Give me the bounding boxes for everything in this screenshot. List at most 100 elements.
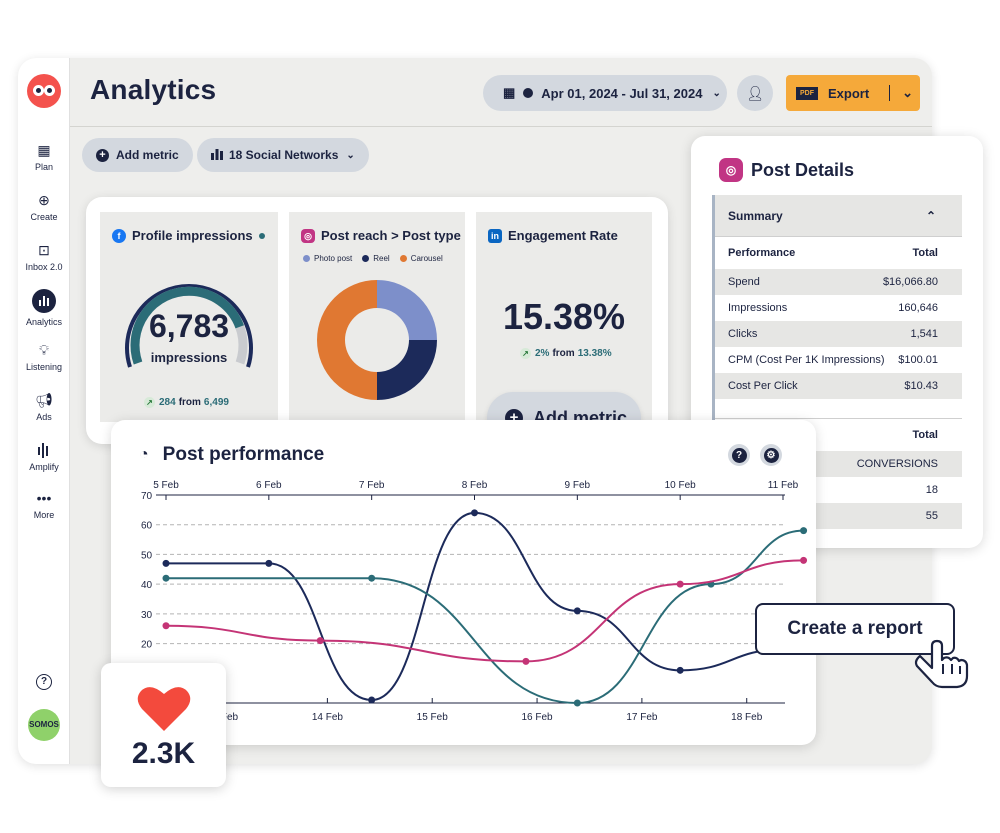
- networks-label: 18 Social Networks: [229, 148, 339, 162]
- post-details-panel: ◎ Post Details Summary ⌃ Performance Tot…: [691, 136, 983, 548]
- x-tick-label: 14 Feb: [312, 712, 344, 723]
- export-button[interactable]: PDF Export ⌄: [786, 75, 920, 111]
- inbox-icon: ⊡: [38, 242, 50, 258]
- bar-chart-icon: [211, 148, 223, 163]
- likes-card: 2.3K: [101, 663, 226, 787]
- trend-up-icon: ↗: [144, 397, 155, 408]
- hootsuite-logo[interactable]: [27, 74, 61, 108]
- engagement-rate-card[interactable]: in Engagement Rate 15.38% ↗ 2% from 13.3…: [476, 212, 652, 422]
- y-tick-label: 40: [141, 580, 153, 591]
- sidebar-item-label: Inbox 2.0: [25, 262, 63, 272]
- x-tick-label: 8 Feb: [462, 480, 488, 491]
- impressions-trend: ↗ 284 from 6,499: [144, 397, 229, 408]
- instagram-icon: ◎: [719, 158, 743, 182]
- post-type-donut: [317, 280, 437, 400]
- sidebar-item-analytics[interactable]: Analytics: [18, 289, 70, 327]
- avatar[interactable]: SOMOS: [28, 709, 60, 741]
- sidebar-item-ads[interactable]: 📢︎ Ads: [18, 392, 70, 422]
- sidebar-item-amplify[interactable]: Amplify: [18, 442, 70, 472]
- data-point[interactable]: [162, 559, 170, 567]
- add-user-button[interactable]: 👤︎: [737, 75, 773, 111]
- impressions-gauge: [125, 283, 253, 368]
- sidebar-item-plan[interactable]: ▦ Plan: [18, 142, 70, 172]
- data-point[interactable]: [368, 696, 376, 704]
- data-point[interactable]: [676, 666, 684, 674]
- sidebar-item-create[interactable]: ⊕ Create: [18, 192, 70, 222]
- chevron-down-icon[interactable]: ⌄: [902, 85, 914, 100]
- networks-dropdown[interactable]: 18 Social Networks ⌄: [197, 138, 369, 172]
- export-label: Export: [828, 85, 870, 101]
- metric-cards-panel: f Profile impressions 6,783 impressions …: [86, 197, 668, 444]
- help-icon: ?: [731, 447, 747, 463]
- series-line-3: [165, 559, 804, 663]
- data-point[interactable]: [471, 509, 478, 517]
- data-point[interactable]: [573, 607, 581, 615]
- y-tick-label: 70: [141, 491, 153, 502]
- engagement-value: 15.38%: [502, 296, 626, 337]
- data-point[interactable]: [522, 657, 530, 665]
- data-point[interactable]: [316, 637, 324, 645]
- amplify-icon: [18, 442, 70, 458]
- date-range-picker[interactable]: ▦ Apr 01, 2024 - Jul 31, 2024 ⌄: [483, 75, 727, 111]
- bulb-icon: 💡︎: [39, 342, 49, 358]
- sidebar-item-listening[interactable]: 💡︎ Listening: [18, 342, 70, 372]
- settings-button[interactable]: ⚙: [760, 444, 782, 466]
- header-divider: [70, 126, 932, 127]
- ellipsis-icon: •••: [36, 490, 52, 506]
- x-tick-label: 15 Feb: [417, 712, 449, 723]
- series-line-2: [166, 529, 804, 705]
- donut-slice-photo-post: [377, 280, 437, 340]
- series-line-1: [166, 511, 784, 702]
- date-range-label: Apr 01, 2024 - Jul 31, 2024: [541, 85, 703, 101]
- x-tick-label: 11 Feb: [768, 480, 799, 491]
- card-title: ◎ Post reach > Post type: [301, 228, 461, 243]
- add-metric-label: Add metric: [116, 148, 179, 162]
- legend-item: Photo post: [303, 254, 352, 263]
- megaphone-icon: 📢︎: [35, 392, 53, 408]
- table-row: Clicks 1,541: [715, 321, 962, 347]
- table-header-row: Performance Total: [728, 247, 938, 259]
- data-point[interactable]: [162, 574, 170, 582]
- legend-item: Carousel: [399, 254, 443, 263]
- x-tick-label: 18 Feb: [731, 712, 763, 723]
- add-metric-button[interactable]: + Add metric: [82, 138, 193, 172]
- y-tick-label: 20: [141, 640, 153, 651]
- pdf-badge: PDF: [796, 86, 818, 100]
- impressions-value: 6,783: [148, 308, 230, 344]
- sidebar-item-label: More: [33, 510, 55, 520]
- data-point[interactable]: [265, 559, 273, 567]
- summary-toggle[interactable]: Summary ⌃: [715, 195, 962, 237]
- data-point[interactable]: [676, 580, 684, 588]
- impressions-unit: impressions: [150, 350, 228, 365]
- data-point[interactable]: [162, 622, 170, 630]
- sidebar-item-more[interactable]: ••• More: [18, 490, 70, 520]
- donut-slice-carousel: [317, 280, 377, 400]
- linkedin-icon: in: [488, 228, 502, 243]
- data-point[interactable]: [800, 556, 808, 564]
- data-point[interactable]: [368, 574, 376, 582]
- sidebar: ▦ Plan ⊕ Create ⊡ Inbox 2.0 Analytics 💡︎…: [18, 58, 70, 764]
- bar-chart-icon: [32, 289, 56, 313]
- table-spacer: [715, 399, 962, 419]
- plus-icon: +: [96, 148, 109, 162]
- help-icon[interactable]: ?: [36, 674, 52, 690]
- export-divider: [889, 85, 891, 101]
- chevron-up-icon: ⌃: [925, 208, 936, 223]
- post-reach-card[interactable]: ◎ Post reach > Post type Photo post Reel…: [289, 212, 465, 422]
- help-button[interactable]: ?: [728, 444, 750, 466]
- legend-item: Reel: [362, 254, 390, 263]
- calendar-icon: ▦: [503, 85, 516, 100]
- profile-impressions-card[interactable]: f Profile impressions 6,783 impressions …: [100, 212, 278, 422]
- data-point[interactable]: [800, 527, 808, 535]
- sidebar-item-label: Plan: [34, 162, 53, 172]
- pointer-hand-icon: [914, 639, 969, 689]
- x-tick-label: 6 Feb: [256, 480, 282, 491]
- x-tick-label: 9 Feb: [565, 480, 591, 491]
- sidebar-item-label: Amplify: [29, 462, 59, 472]
- table-row: CPM (Cost Per 1K Impressions) $100.01: [728, 354, 938, 366]
- create-report-button[interactable]: Create a report: [755, 603, 955, 655]
- x-tick-label: 5 Feb: [153, 480, 179, 491]
- y-tick-label: 60: [141, 521, 153, 532]
- sidebar-item-inbox[interactable]: ⊡ Inbox 2.0: [18, 242, 70, 272]
- data-point[interactable]: [573, 699, 581, 707]
